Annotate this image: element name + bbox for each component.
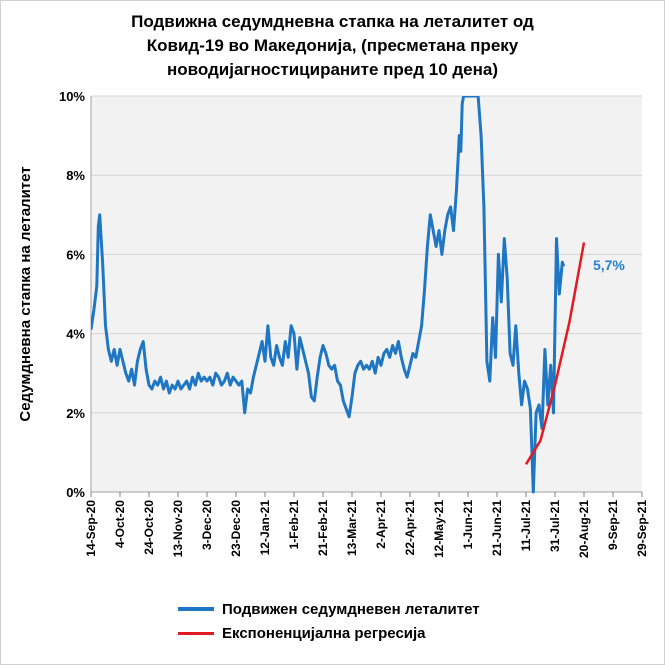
legend-item-regression: Експоненцијална регресија [178, 621, 480, 645]
x-tick-label: 13-Nov-20 [171, 500, 185, 558]
x-tick-label: 20-Aug-21 [577, 500, 591, 558]
chart-title-line-3: новодијагностицираните пред 10 дена) [166, 60, 499, 79]
legend: Подвижен седумдневен леталитет Експоненц… [178, 597, 480, 645]
y-tick-label: 10% [59, 89, 85, 104]
y-tick-label: 0% [66, 485, 85, 500]
x-tick-label: 14-Sep-20 [84, 500, 98, 557]
x-tick-label: 23-Dec-20 [229, 500, 243, 557]
x-tick-label: 24-Oct-20 [142, 500, 156, 555]
x-tick-label: 13-Mar-21 [345, 500, 359, 556]
y-tick-label: 8% [66, 168, 85, 183]
series-line-regression [524, 242, 586, 465]
legend-item-mortality: Подвижен седумдневен леталитет [178, 597, 480, 621]
y-tick-label: 4% [66, 327, 85, 342]
x-tick-label: 21-Jun-21 [490, 500, 504, 556]
y-axis-ticks: 0% 2% 4% 6% 8% 10% [59, 89, 85, 500]
gridlines [90, 95, 642, 493]
y-axis-label: Седумдневна стапка на леталитет [17, 166, 34, 421]
legend-label-mortality: Подвижен седумдневен леталитет [222, 600, 480, 618]
y-tick-label: 2% [66, 406, 85, 421]
x-tick-label: 31-Jul-21 [548, 500, 562, 552]
legend-swatch-regression [178, 631, 214, 635]
x-tick-label: 12-May-21 [432, 500, 446, 558]
y-tick-label: 6% [66, 247, 85, 262]
x-tick-label: 11-Jul-21 [519, 500, 533, 552]
x-tick-label: 2-Apr-21 [374, 500, 388, 549]
x-tick-label: 12-Jan-21 [258, 500, 272, 556]
x-tick-label: 9-Sep-21 [606, 500, 620, 550]
chart-title-line-1: Подвижна седумдневна стапка на леталитет… [131, 12, 534, 31]
x-tick-label: 1-Feb-21 [287, 500, 301, 550]
x-tick-label: 4-Oct-20 [113, 500, 127, 548]
x-tick-label: 1-Jun-21 [461, 500, 475, 550]
legend-label-regression: Експоненцијална регресија [222, 624, 426, 642]
series-line-mortality [91, 96, 566, 494]
x-tick-label: 29-Sep-21 [635, 500, 649, 557]
x-tick-label: 22-Apr-21 [403, 500, 417, 556]
x-axis-ticks: 14-Sep-20 4-Oct-20 24-Oct-20 13-Nov-20 3-Dec… [84, 492, 649, 558]
plot-area [91, 96, 642, 492]
x-tick-label: 3-Dec-20 [200, 500, 214, 550]
annotation-label: 5,7% [593, 257, 625, 273]
chart-title-line-2: Ковид-19 во Македонија, (пресметана прек… [146, 36, 519, 55]
x-tick-label: 21-Feb-21 [316, 500, 330, 556]
legend-swatch-mortality [178, 607, 214, 611]
